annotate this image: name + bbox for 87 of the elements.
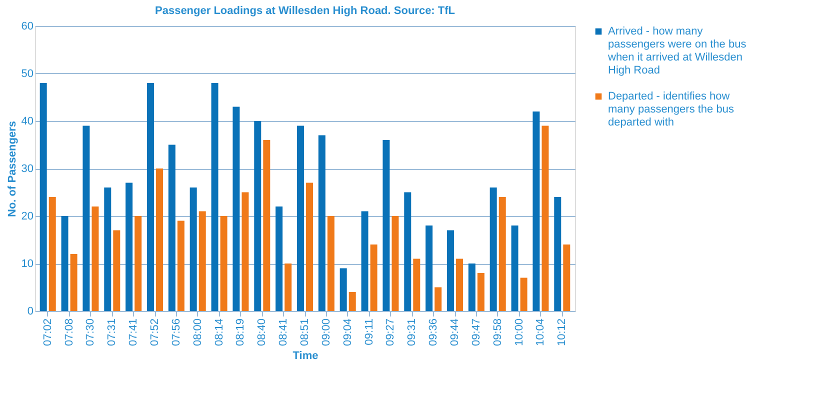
bar bbox=[306, 182, 314, 311]
bar bbox=[263, 140, 270, 311]
bar bbox=[104, 188, 112, 311]
y-tick-label: 60 bbox=[21, 20, 34, 32]
bar bbox=[554, 197, 562, 311]
bar bbox=[61, 216, 68, 311]
y-tick-label: 30 bbox=[21, 163, 34, 175]
bar bbox=[48, 197, 56, 311]
x-tick-label: 08:41 bbox=[278, 318, 290, 346]
y-tick-label: 20 bbox=[21, 210, 34, 222]
bar bbox=[242, 192, 249, 311]
y-tick-label: 10 bbox=[21, 258, 34, 270]
x-tick-label: 09:44 bbox=[449, 318, 461, 346]
x-tick-label: 08:00 bbox=[192, 318, 204, 346]
x-tick-label: 07:30 bbox=[84, 318, 97, 346]
legend-label: Arrived - how many passengers were on the bus when it arrived at Willesden High Road bbox=[607, 26, 747, 76]
bar bbox=[490, 188, 497, 311]
bar bbox=[190, 188, 197, 311]
x-tick-label: 07:08 bbox=[63, 318, 76, 346]
x-tick-label: 08:14 bbox=[213, 318, 226, 346]
bar bbox=[126, 182, 133, 311]
x-tick-label: 07:52 bbox=[149, 318, 161, 346]
x-tick-label: 10:04 bbox=[534, 318, 547, 346]
bar bbox=[296, 126, 304, 311]
x-tick-label: 10:00 bbox=[513, 318, 526, 346]
x-tick-label: 08:51 bbox=[299, 318, 311, 346]
bar bbox=[177, 220, 184, 311]
x-tick-label: 07:56 bbox=[170, 318, 182, 346]
bar bbox=[92, 206, 99, 311]
bar bbox=[168, 144, 176, 311]
bar bbox=[477, 273, 484, 311]
x-tick-label: 08:19 bbox=[234, 318, 247, 346]
x-tick-label: 09:11 bbox=[363, 318, 376, 346]
bar bbox=[348, 292, 356, 311]
x-tick-label: 09:36 bbox=[428, 318, 440, 346]
bar bbox=[361, 211, 368, 311]
bar bbox=[284, 264, 292, 311]
y-tick-label: 50 bbox=[21, 68, 34, 80]
bar bbox=[404, 192, 412, 311]
x-tick-label: 09:00 bbox=[320, 318, 332, 346]
bar bbox=[211, 83, 218, 311]
bar bbox=[542, 126, 549, 311]
legend-label: Departed - identifies how many passengers the bus departed with bbox=[608, 90, 734, 128]
bar bbox=[563, 244, 570, 311]
bar bbox=[382, 140, 390, 311]
bar bbox=[276, 206, 283, 311]
x-tick-label: 07:02 bbox=[42, 318, 54, 346]
bar bbox=[146, 83, 154, 311]
x-tick-label: 07:41 bbox=[128, 318, 140, 346]
bar bbox=[446, 230, 454, 311]
x-tick-label: 09:27 bbox=[384, 318, 397, 346]
bar bbox=[327, 216, 334, 311]
x-tick-label: 10:12 bbox=[556, 318, 568, 346]
bar bbox=[392, 216, 399, 311]
bar bbox=[70, 254, 78, 311]
bar bbox=[426, 226, 433, 311]
bar bbox=[254, 121, 262, 311]
bar bbox=[468, 264, 476, 311]
chart-title: Passenger Loadings at Willesden High Road. Source: TfL bbox=[154, 5, 456, 17]
x-tick-label: 09:47 bbox=[470, 318, 482, 346]
bar bbox=[498, 197, 506, 311]
bar bbox=[511, 226, 518, 311]
bar bbox=[456, 258, 464, 311]
bar bbox=[156, 168, 164, 311]
bar bbox=[434, 287, 442, 311]
x-tick-label: 08:40 bbox=[256, 318, 268, 346]
bar bbox=[198, 211, 206, 311]
bar bbox=[370, 244, 378, 311]
bar bbox=[40, 83, 47, 311]
bar bbox=[113, 230, 120, 311]
x-tick-label: 07:31 bbox=[106, 318, 118, 346]
bar bbox=[134, 216, 142, 311]
bar bbox=[82, 126, 90, 311]
bar bbox=[220, 216, 228, 311]
x-tick-label: 09:31 bbox=[406, 318, 418, 346]
x-tick-label: 09:58 bbox=[492, 318, 504, 346]
x-tick-label: 09:04 bbox=[342, 318, 354, 346]
bar bbox=[532, 112, 540, 311]
bar bbox=[413, 258, 420, 311]
bar bbox=[340, 268, 347, 311]
bar bbox=[520, 278, 528, 311]
bar bbox=[232, 106, 240, 311]
bar bbox=[318, 135, 326, 311]
y-tick-label: 40 bbox=[21, 116, 34, 128]
y-axis-title: No. of Passengers bbox=[6, 121, 18, 217]
y-tick-label: 0 bbox=[27, 306, 34, 318]
x-axis-title: Time bbox=[292, 350, 318, 362]
